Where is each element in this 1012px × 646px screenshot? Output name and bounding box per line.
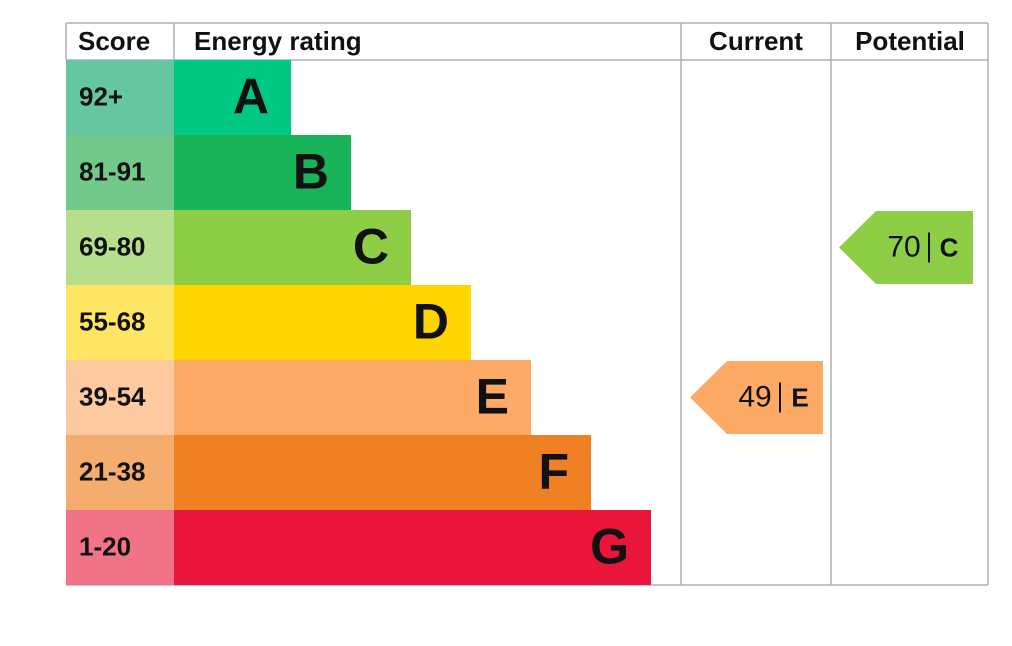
score-label: 39-54 [79, 381, 146, 411]
rating-bar [174, 285, 471, 360]
score-cell [66, 285, 174, 360]
score-label: 92+ [79, 81, 123, 111]
rating-letter: F [538, 444, 569, 500]
potential-arrow [839, 211, 973, 284]
rating-bar [174, 210, 411, 285]
rating-bar [174, 135, 351, 210]
score-cell [66, 210, 174, 285]
score-cell [66, 435, 174, 510]
rating-letter: E [476, 369, 509, 425]
score-label: 55-68 [79, 306, 146, 336]
score-cell [66, 510, 174, 585]
header-potential: Potential [855, 26, 965, 56]
rating-letter: A [233, 69, 269, 125]
score-label: 1-20 [79, 531, 131, 561]
rating-bar [174, 435, 591, 510]
header-score: Score [78, 26, 150, 56]
current-arrow [690, 361, 823, 434]
rating-letter: B [293, 144, 329, 200]
rating-letter: D [413, 294, 449, 350]
header-rating: Energy rating [194, 26, 362, 56]
current-value: 49 [738, 380, 771, 413]
score-cell [66, 135, 174, 210]
score-cell [66, 60, 174, 135]
score-label: 21-38 [79, 456, 146, 486]
rating-letter: C [353, 219, 389, 275]
score-label: 69-80 [79, 231, 146, 261]
score-label: 81-91 [79, 156, 146, 186]
potential-letter: C [940, 232, 959, 262]
rating-letter: G [590, 519, 629, 575]
rating-bar [174, 360, 531, 435]
header-current: Current [709, 26, 803, 56]
potential-value: 70 [887, 230, 920, 263]
rating-bar [174, 60, 291, 135]
rating-bar [174, 510, 651, 585]
score-cell [66, 360, 174, 435]
current-letter: E [791, 382, 808, 412]
